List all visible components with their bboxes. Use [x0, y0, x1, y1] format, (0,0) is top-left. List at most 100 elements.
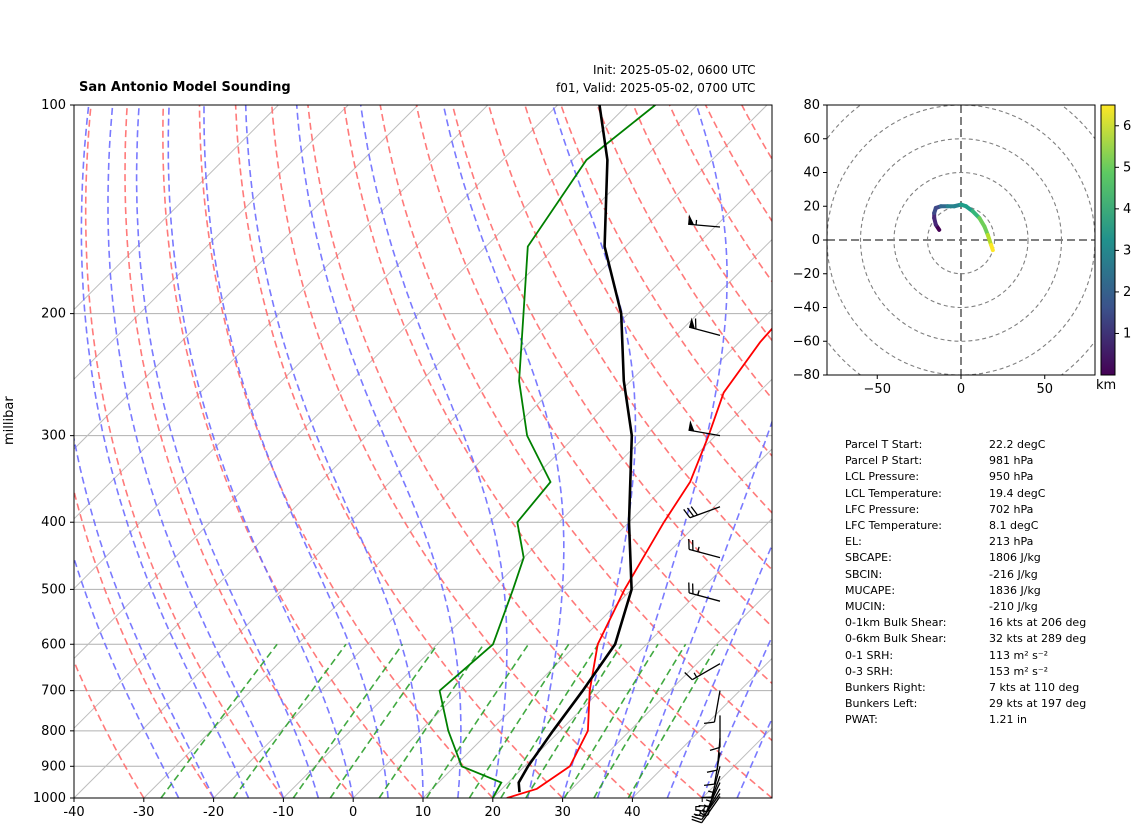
y-tick-label: 800: [41, 724, 66, 739]
x-tick-label: 40: [624, 805, 641, 820]
y-tick-label: 600: [41, 637, 66, 652]
colorbar-tick-label: 4: [1123, 202, 1131, 217]
isotherm-line: [143, 169, 772, 798]
hodograph-y-tick-label: 80: [803, 98, 820, 113]
y-tick-label: 200: [41, 307, 66, 322]
x-tick-label: -20: [203, 805, 224, 820]
y-tick-label: 900: [41, 759, 66, 774]
hodograph-x-tick-label: 50: [1036, 382, 1053, 397]
parameter-label: Parcel P Start:: [845, 454, 923, 468]
colorbar-tick-label: 6: [1123, 119, 1131, 134]
parameter-row: LFC Temperature: 8.1 degC: [845, 518, 1086, 534]
parameter-value: -210 J/kg: [989, 600, 1038, 614]
moist-adiabat-line: [295, 105, 462, 798]
x-tick-label: 10: [415, 805, 432, 820]
dry-adiabat-line: [84, 105, 285, 798]
hodograph-segment: [989, 243, 995, 253]
parameter-row: Parcel T Start: 22.2 degC: [845, 437, 1086, 453]
mixing-ratio-line: [593, 643, 687, 798]
colorbar-tick-label: 2: [1123, 285, 1131, 300]
parameter-value: 1806 J/kg: [989, 551, 1041, 565]
hodograph-y-tick-label: 60: [803, 132, 820, 147]
parameter-label: 0-3 SRH:: [845, 664, 894, 678]
dry-adiabat-line: [379, 105, 772, 742]
colorbar-tick-label: 1: [1123, 326, 1131, 341]
parameter-row: PWAT: 1.21 in: [845, 712, 1086, 728]
hodograph-plot: −50 0 50 −80 −60 −40 −20 0 20 40 60 80: [793, 98, 1096, 397]
moist-adiabat-line: [442, 105, 565, 798]
moist-adiabat-line: [596, 105, 728, 798]
moist-adiabat-line: [135, 105, 320, 798]
parameter-label: LFC Temperature:: [845, 519, 943, 533]
wind-barb: [688, 420, 721, 437]
parameter-value: 7 kts at 110 deg: [989, 681, 1080, 695]
dry-adiabat-line: [487, 105, 772, 571]
skew-t-plot: -40 -30 -20 -10 0 10 20 30 40 50 1000 900 800 700 600 5…: [33, 98, 773, 824]
parameter-row: LFC Pressure: 702 hPa: [845, 502, 1086, 518]
isotherm-line: [422, 448, 772, 798]
x-tick-label: -30: [133, 805, 154, 820]
mixing-ratio-line: [232, 643, 347, 798]
isotherm-line: [74, 105, 768, 798]
parameter-value: 16 kts at 206 deg: [989, 616, 1087, 630]
x-tick-label: 30: [554, 805, 571, 820]
parameter-value: 113 m² s⁻²: [989, 648, 1049, 662]
parameter-value: 950 hPa: [989, 470, 1034, 484]
parameter-row: Bunkers Left: 29 kts at 197 deg: [845, 696, 1086, 712]
mixing-ratio-line: [468, 643, 570, 798]
y-tick-label: 300: [41, 429, 66, 444]
hodograph-y-tick-label: 20: [803, 199, 820, 214]
wind-barb: [688, 538, 721, 559]
x-tick-label: 0: [349, 805, 357, 820]
isotherm-line: [492, 518, 772, 798]
mixing-ratio-line: [425, 643, 530, 798]
parameter-label: LCL Temperature:: [845, 486, 942, 500]
wind-barb: [691, 796, 721, 824]
mixing-ratio-line: [525, 643, 623, 798]
parameter-row: LCL Temperature: 19.4 degC: [845, 486, 1086, 502]
dry-adiabat-line: [560, 105, 772, 458]
parameter-value: 1836 J/kg: [989, 583, 1041, 597]
isotherm-line: [213, 238, 772, 798]
x-tick-label: -40: [63, 805, 84, 820]
parameter-label: Parcel T Start:: [845, 438, 923, 451]
parameter-label: Bunkers Right:: [845, 681, 926, 695]
parameter-row: 0-1km Bulk Shear: 16 kts at 206 deg: [845, 615, 1086, 631]
dry-adiabat-line: [596, 105, 772, 400]
parameter-label: PWAT:: [845, 713, 878, 727]
init-time-label: Init: 2025-05-02, 0600 UTC: [593, 63, 756, 77]
valid-time-label: f01, Valid: 2025-05-02, 0700 UTC: [556, 81, 756, 95]
dry-adiabat-line: [162, 105, 424, 798]
isotherm-line: [562, 587, 772, 798]
wind-barb: [688, 317, 721, 337]
parameter-row: SBCIN: -216 J/kg: [845, 567, 1086, 583]
parameter-row: Parcel P Start: 981 hPa: [845, 453, 1086, 469]
mixing-ratio-line: [500, 643, 599, 798]
parameter-value: 29 kts at 197 deg: [989, 697, 1087, 711]
wind-barb: [684, 663, 721, 681]
hodograph-y-tick-label: −20: [793, 267, 820, 282]
y-tick-label: 700: [41, 684, 66, 699]
moist-adiabat-line: [107, 105, 285, 798]
isotherm-line: [74, 105, 558, 590]
skew-t-plot-area: [74, 105, 772, 798]
hodograph-y-tick-label: 0: [812, 233, 820, 248]
mixing-ratio-line: [378, 643, 485, 798]
dry-adiabat-line: [524, 105, 772, 515]
y-tick-label: 500: [41, 582, 66, 597]
y-tick-label: 100: [41, 98, 66, 113]
parameter-label: LFC Pressure:: [845, 502, 920, 516]
parameter-row: MUCIN: -210 J/kg: [845, 599, 1086, 615]
dry-adiabat-line: [668, 105, 772, 283]
y-tick-label: 1000: [33, 791, 66, 806]
dry-adiabat-line: [74, 659, 145, 798]
parameter-value: 153 m² s⁻²: [989, 664, 1049, 678]
parameter-row: 0-3 SRH: 153 m² s⁻²: [845, 664, 1086, 680]
wind-barb: [683, 506, 721, 519]
isotherm-line: [74, 105, 698, 729]
x-tick-label: 50: [694, 805, 711, 820]
dry-adiabat-line: [74, 488, 215, 798]
isotherm-line: [74, 105, 419, 450]
temperature-trace: [506, 327, 772, 798]
